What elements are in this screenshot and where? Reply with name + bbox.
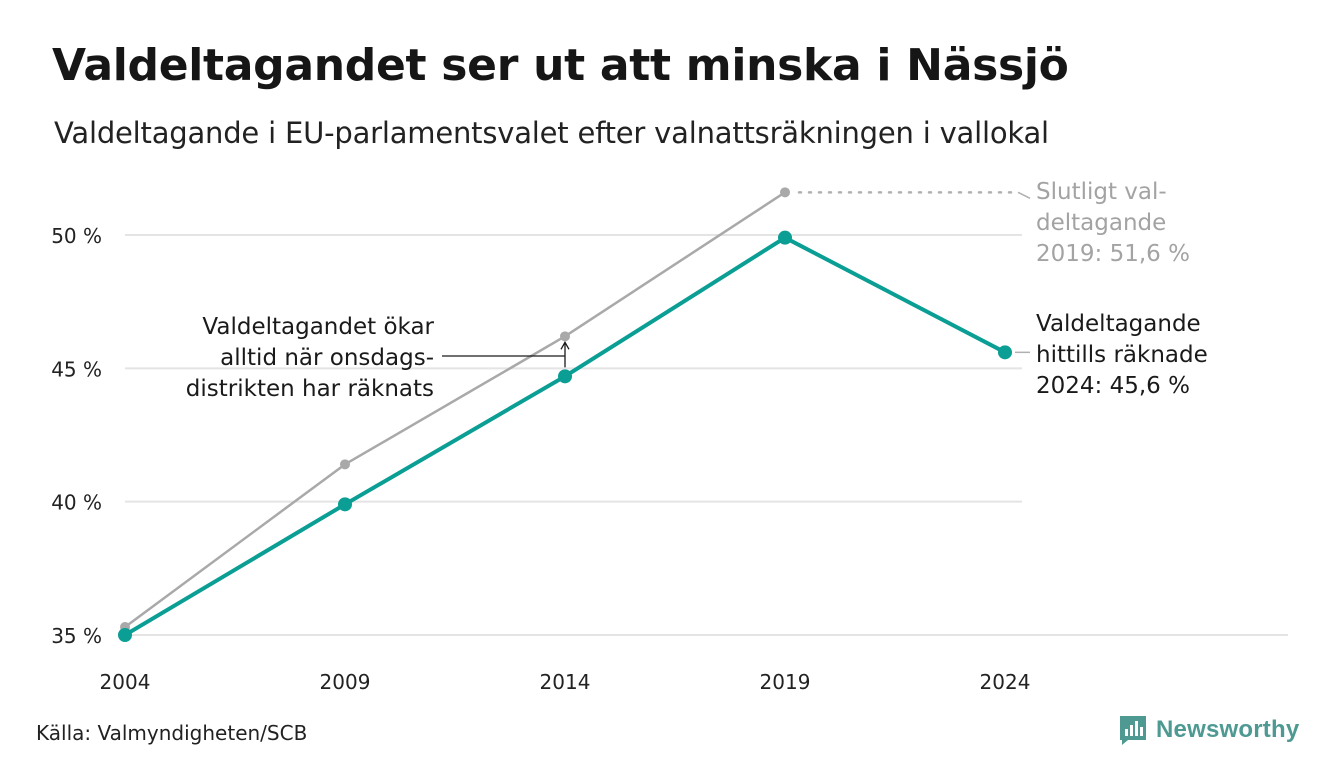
- chart-title: Valdeltagandet ser ut att minska i Nässj…: [52, 40, 1069, 91]
- counted-series-point: [998, 345, 1012, 360]
- counted-series-point: [558, 369, 572, 384]
- counted-series-point: [338, 497, 352, 512]
- final-series-point: [780, 187, 790, 198]
- final-series-point: [560, 331, 570, 342]
- counted-series-point: [118, 628, 132, 642]
- final-2019-leader-tail: [1017, 191, 1031, 200]
- x-tick-label: 2024: [980, 670, 1031, 694]
- newsworthy-logo-icon: [1120, 716, 1146, 745]
- y-axis-ticks: 35 % 40 % 45 % 50 %: [51, 224, 102, 648]
- annotation-counted-2024: Valdeltagande hittills räknade 2024: 45,6 …: [1036, 311, 1208, 399]
- final-series-line: [124, 191, 786, 629]
- x-tick-label: 2009: [320, 670, 371, 694]
- y-tick-label: 50 %: [51, 224, 102, 248]
- series: [118, 187, 1012, 642]
- x-axis-ticks: 2004 2009 2014 2019 2024: [100, 670, 1031, 694]
- y-tick-label: 45 %: [51, 357, 102, 381]
- y-tick-label: 35 %: [51, 624, 102, 648]
- x-tick-label: 2019: [760, 670, 811, 694]
- brand-name: Newsworthy: [1156, 716, 1300, 743]
- wednesday-arrow-head: [560, 341, 570, 350]
- final-series-point: [340, 459, 350, 470]
- brand-logo: Newsworthy: [1118, 713, 1299, 747]
- grid-lines: [125, 234, 1288, 636]
- annotations: Valdeltagandet ökar alltid när onsdags-di…: [186, 179, 1208, 402]
- x-tick-label: 2004: [100, 670, 151, 694]
- chart-subtitle: Valdeltagande i EU-parlamentsvalet efter…: [54, 116, 1049, 150]
- x-tick-label: 2014: [540, 670, 591, 694]
- annotation-wednesday: Valdeltagandet ökar alltid när onsdags-di…: [186, 314, 435, 402]
- counted-series-line: [123, 235, 1006, 637]
- counted-series-point: [778, 230, 792, 245]
- y-tick-label: 40 %: [51, 491, 102, 515]
- annotation-final-2019: Slutligt val-deltagande 2019: 51,6 %: [1036, 179, 1190, 267]
- source-note: Källa: Valmyndigheten/SCB: [36, 721, 308, 745]
